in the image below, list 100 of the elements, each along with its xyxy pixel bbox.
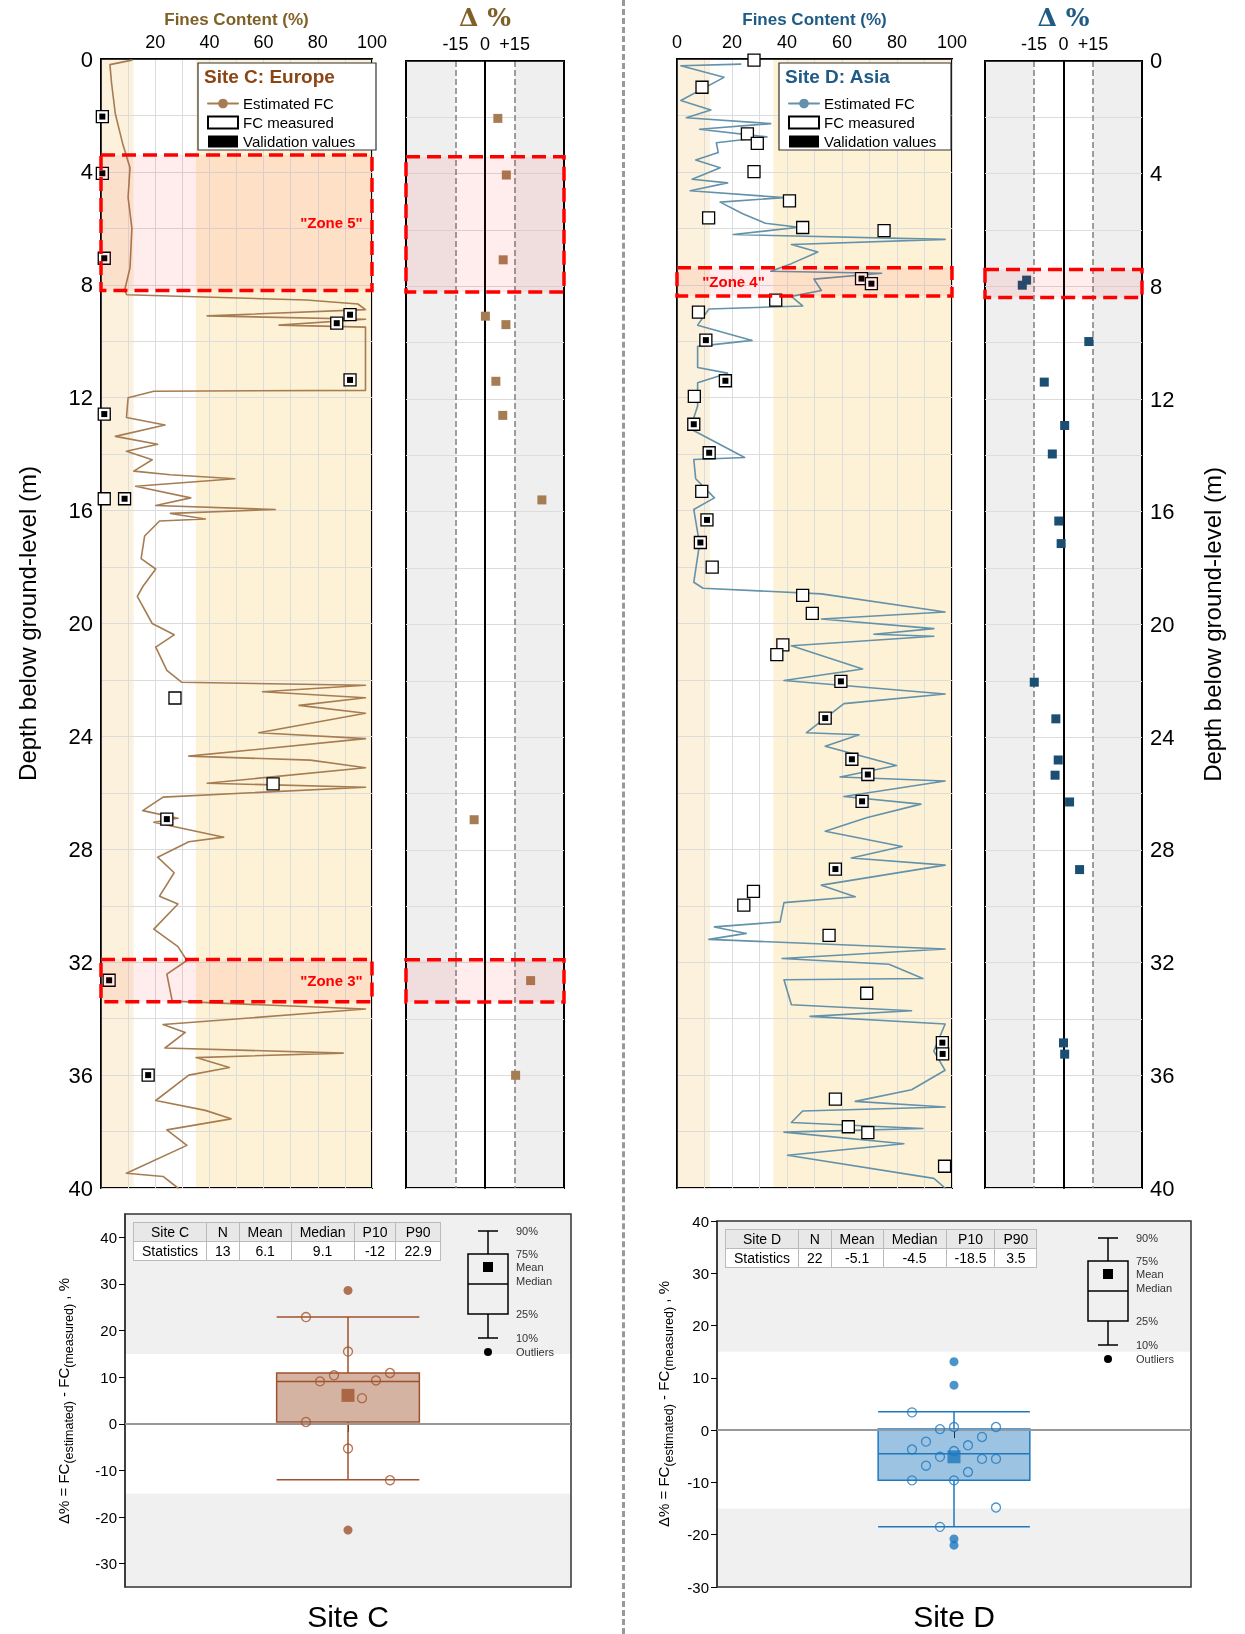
x-tick-label: +15 — [1077, 33, 1109, 54]
y-tick-label: 8 — [80, 272, 93, 298]
point — [782, 194, 797, 208]
y-tick-label: 36 — [1150, 1062, 1175, 1088]
annotation: 9.1 — [291, 1241, 355, 1261]
y-tick-label: 4 — [1150, 161, 1163, 187]
y-tick-label: 16 — [1150, 499, 1175, 525]
annotation: 6.1 — [239, 1241, 292, 1261]
x-tick-label: 40 — [199, 32, 220, 52]
annotation: Statistics — [725, 1248, 799, 1268]
y-tick-label: 28 — [1150, 837, 1175, 863]
point — [822, 928, 836, 943]
y-tick-label: 40 — [100, 1228, 117, 1246]
point — [1060, 1049, 1070, 1059]
point — [493, 113, 503, 123]
y-tick-label: 4 — [80, 159, 93, 185]
y-tick-label: 10 — [100, 1368, 117, 1386]
point — [480, 311, 490, 321]
y-tick-label: -20 — [95, 1508, 117, 1526]
x-axis-title: Δ % — [459, 3, 512, 32]
annotation: 13 — [206, 1241, 240, 1261]
y-tick-label: 40 — [1150, 1175, 1175, 1201]
annotation: N — [798, 1229, 832, 1249]
legend-label: Estimated FC — [824, 95, 916, 112]
x-axis-title: Fines Content (%) — [164, 10, 309, 30]
annotation: Median — [1136, 1282, 1173, 1294]
annotation: Median — [291, 1222, 355, 1242]
point — [1050, 770, 1060, 780]
point — [770, 647, 784, 662]
point — [877, 223, 891, 238]
point — [695, 80, 709, 94]
point — [501, 320, 511, 330]
annotation: P90 — [395, 1222, 441, 1242]
legend-label: Validation values — [243, 133, 356, 150]
x-tick-label: 100 — [356, 32, 388, 52]
point — [1039, 377, 1049, 387]
legend-label: Estimated FC — [243, 95, 335, 112]
x-tick-label: 20 — [145, 32, 166, 52]
point — [537, 495, 547, 505]
y-tick-label: 20 — [68, 611, 93, 636]
y-tick-label: 8 — [1150, 273, 1163, 299]
point — [1065, 797, 1075, 807]
x-tick-label: 60 — [253, 32, 274, 52]
y-tick-label: 0 — [700, 1421, 709, 1439]
legend-label: FC measured — [824, 114, 915, 131]
x-tick-label: 0 — [479, 33, 491, 54]
annotation: 10% — [516, 1332, 539, 1344]
y-tick-label: 32 — [1150, 950, 1175, 976]
annotation: Outliers — [1136, 1353, 1174, 1365]
point — [1056, 539, 1066, 549]
band-label: "Zone 4" — [702, 273, 765, 291]
point — [1084, 337, 1094, 347]
y-tick-label: 36 — [68, 1062, 93, 1088]
y-tick-label: -30 — [687, 1578, 709, 1596]
point — [828, 1092, 843, 1106]
point — [491, 376, 501, 386]
legend-title: Site D: Asia — [785, 66, 891, 87]
annotation: -18.5 — [946, 1248, 995, 1268]
y-tick-label: 30 — [692, 1264, 709, 1282]
annotation: Mean — [516, 1261, 544, 1273]
annotation: 25% — [1136, 1315, 1159, 1327]
point — [1017, 280, 1027, 290]
x-tick-label: -15 — [1021, 33, 1048, 54]
y-tick-label: 10 — [692, 1369, 709, 1387]
point — [805, 606, 819, 620]
annotation: P10 — [946, 1229, 995, 1249]
legend-title: Site C: Europe — [204, 66, 335, 87]
point — [1059, 1038, 1068, 1048]
y-tick-label: 16 — [68, 498, 93, 524]
point — [97, 492, 111, 506]
y-axis-title: Depth below ground-level (m) — [1198, 467, 1226, 782]
x-tick-label: -15 — [442, 33, 469, 54]
point — [501, 170, 511, 180]
y-tick-label: 20 — [100, 1322, 117, 1340]
band-label: "Zone 5" — [300, 214, 363, 232]
point — [861, 1126, 875, 1140]
annotation: 25% — [516, 1308, 539, 1320]
annotation: Mean — [1136, 1268, 1164, 1280]
point — [1054, 516, 1064, 526]
x-tick-label: 20 — [721, 32, 743, 52]
y-tick-label: 24 — [68, 723, 93, 749]
y-tick-label: 12 — [68, 385, 93, 411]
y-tick-label: 0 — [108, 1415, 117, 1433]
y-axis-title: Depth below ground-level (m) — [13, 466, 41, 781]
point — [705, 560, 719, 574]
point — [740, 127, 755, 141]
x-tick-label: 40 — [776, 32, 798, 52]
y-tick-label: 28 — [68, 836, 93, 862]
legend-label: FC measured — [243, 114, 334, 131]
x-tick-label: 60 — [831, 32, 853, 52]
y-tick-label: 40 — [68, 1175, 93, 1201]
point — [750, 136, 764, 151]
point — [1053, 755, 1063, 765]
point — [1029, 677, 1039, 687]
annotation: Statistics — [133, 1241, 207, 1261]
point — [498, 255, 508, 265]
line-series — [109, 59, 367, 1189]
point — [796, 220, 810, 235]
point — [701, 211, 716, 225]
x-tick-label: 80 — [886, 32, 907, 52]
